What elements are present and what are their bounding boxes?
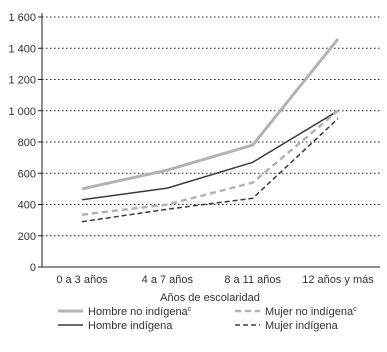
y-tick-label: 600: [18, 168, 36, 180]
series-line-0: [81, 37, 340, 191]
x-tick-label: 0 a 3 años: [56, 274, 108, 286]
legend-label: Hombre no indígenac: [88, 306, 192, 318]
series-line-2: [81, 109, 339, 216]
legend-label-text: Hombre no indígena: [88, 306, 189, 318]
legend-footnote-mark: c: [188, 306, 192, 313]
legend-label-text: Hombre indígena: [88, 320, 173, 332]
x-tick-label: 8 a 11 años: [224, 274, 281, 286]
y-tick-label: 200: [18, 231, 36, 243]
legend-label: Mujer indígena: [265, 320, 339, 332]
y-tick-label: 0: [30, 262, 36, 274]
x-tick-label: 12 años y más: [302, 274, 374, 286]
x-axis-label: Años de escolaridad: [160, 292, 260, 304]
y-tick-label: 400: [18, 200, 36, 212]
y-tick-label: 1 200: [8, 75, 36, 87]
y-tick-label: 1 000: [8, 106, 36, 118]
legend-footnote-mark: c: [353, 306, 357, 313]
legend-label-text: Mujer no indígena: [265, 306, 354, 318]
legend-label: Hombre indígena: [88, 320, 173, 332]
legend-label: Mujer no indígenac: [265, 306, 357, 318]
y-tick-label: 800: [18, 137, 36, 149]
x-tick-label: 4 a 7 años: [142, 274, 194, 286]
y-tick-label: 1 400: [8, 43, 36, 55]
legend-label-text: Mujer indígena: [265, 320, 339, 332]
series-line-3: [81, 118, 339, 223]
series-line-1: [81, 110, 339, 201]
y-tick-label: 1 600: [8, 12, 36, 24]
